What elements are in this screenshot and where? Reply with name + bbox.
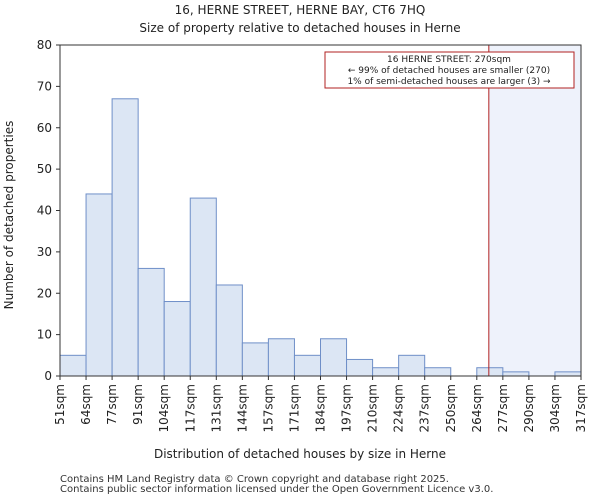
bar-157sqm — [267, 338, 295, 377]
bar-104sqm — [163, 301, 191, 377]
bar-184sqm — [320, 338, 348, 377]
bar-144sqm — [241, 342, 269, 377]
bar-131sqm — [215, 284, 243, 377]
x-tick-label: 117sqm — [183, 384, 197, 432]
x-tick-label: 131sqm — [209, 384, 223, 432]
x-tick-label: 304sqm — [548, 384, 562, 432]
bar-237sqm — [424, 367, 452, 377]
x-tick-label: 184sqm — [314, 384, 328, 432]
x-tick-label: 210sqm — [366, 384, 380, 432]
annotation-line-2: ← 99% of detached houses are smaller (27… — [348, 66, 550, 76]
bar-224sqm — [398, 354, 426, 377]
x-tick-label: 250sqm — [444, 384, 458, 432]
bar-51sqm — [59, 354, 87, 377]
y-tick-label: 0 — [44, 369, 52, 383]
x-tick-label: 317sqm — [574, 384, 588, 432]
x-axis-label: Distribution of detached houses by size … — [154, 447, 446, 461]
footer-line-2: Contains public sector information licen… — [60, 484, 494, 495]
bar-117sqm — [189, 197, 217, 377]
y-tick-label: 40 — [37, 204, 52, 218]
bar-210sqm — [372, 367, 400, 377]
x-tick-label: 51sqm — [53, 384, 67, 425]
x-tick-label: 224sqm — [392, 384, 406, 432]
footer-line-1: Contains HM Land Registry data © Crown c… — [60, 474, 449, 485]
x-tick-label: 91sqm — [131, 384, 145, 425]
bar-277sqm — [502, 371, 530, 377]
x-tick-label: 197sqm — [340, 384, 354, 432]
x-tick-label: 77sqm — [105, 384, 119, 425]
x-tick-label: 277sqm — [496, 384, 510, 432]
annotation-line-1: 16 HERNE STREET: 270sqm — [387, 55, 511, 65]
x-tick-label: 237sqm — [418, 384, 432, 432]
chart-title: 16, HERNE STREET, HERNE BAY, CT6 7HQ — [175, 3, 426, 17]
bar-304sqm — [554, 371, 582, 377]
x-tick-label: 104sqm — [157, 384, 171, 432]
annotation-frame — [324, 51, 575, 89]
x-tick-label: 64sqm — [79, 384, 93, 425]
bar-77sqm — [111, 98, 139, 377]
y-axis-label: Number of detached properties — [2, 121, 16, 310]
y-tick-label: 20 — [37, 286, 52, 300]
annotation-line-3: 1% of semi-detached houses are larger (3… — [347, 77, 551, 87]
chart-subtitle: Size of property relative to detached ho… — [139, 21, 460, 35]
bar-64sqm — [85, 193, 113, 377]
x-tick-label: 157sqm — [261, 384, 275, 432]
x-tick-label: 290sqm — [522, 384, 536, 432]
y-tick-label: 10 — [37, 328, 52, 342]
bar-91sqm — [137, 267, 165, 377]
bar-197sqm — [346, 358, 374, 377]
y-tick-label: 30 — [37, 245, 52, 259]
y-tick-label: 50 — [37, 162, 52, 176]
histogram-chart: 0 10 20 30 40 50 60 70 80 51sqm 64sqm 77sqm 91sqm 10… — [2, 3, 588, 461]
x-tick-label: 264sqm — [470, 384, 484, 432]
y-tick-label: 70 — [37, 79, 52, 93]
bar-171sqm — [293, 354, 322, 377]
annotation-box: 16 HERNE STREET: 270sqm ← 99% of detache… — [324, 51, 575, 89]
highlight-region — [488, 45, 581, 376]
x-tick-label: 171sqm — [287, 384, 301, 432]
y-tick-label: 60 — [37, 121, 52, 135]
bar-264sqm — [476, 367, 504, 377]
x-tick-label: 144sqm — [235, 384, 249, 432]
y-tick-label: 80 — [37, 38, 52, 52]
